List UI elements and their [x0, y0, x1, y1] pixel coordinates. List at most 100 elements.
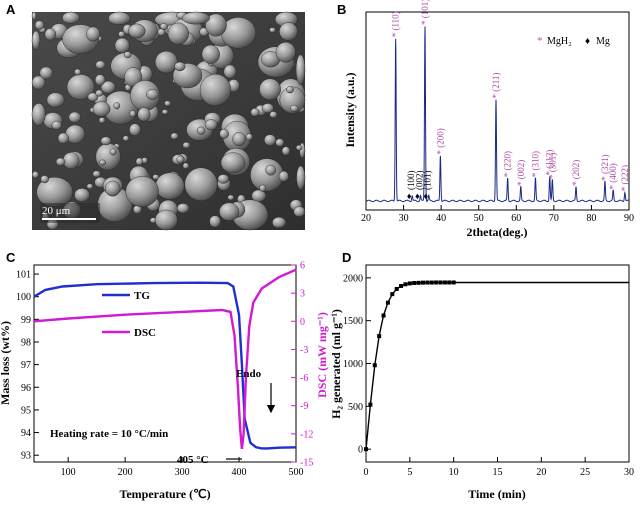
sem-particle [92, 101, 111, 117]
sem-particle [39, 66, 53, 80]
h2-x-tick-label: 15 [493, 467, 503, 478]
sem-particle [98, 117, 106, 124]
sem-particle [269, 111, 278, 119]
tg-dsc-x-tick-label: 300 [175, 467, 190, 478]
sem-particle [85, 26, 101, 42]
sem-particle [281, 146, 291, 156]
sem-particle [125, 176, 159, 207]
h2-data-point [364, 447, 368, 452]
endo-annotation: Endo [236, 368, 262, 380]
xrd-peak-label: * (101) [420, 0, 430, 25]
tg-y-axis-label: Mass loss (wt%) [0, 321, 12, 405]
sem-particle [95, 89, 104, 97]
xrd-peak-label: * (002) [516, 160, 526, 186]
sem-particle [201, 44, 220, 64]
sem-particle [154, 209, 178, 231]
xrd-peak-label: * (211) [491, 73, 501, 99]
tg-y-tick-label: 94 [21, 428, 31, 439]
h2-y-tick-label: 2000 [343, 273, 363, 284]
sem-particle [137, 107, 151, 122]
h2-data-point [399, 283, 404, 288]
sem-particle [31, 75, 46, 90]
sem-particle [123, 51, 132, 59]
tg-dsc-chart: 100 200 300 400 500 93 94 95 96 97 98 99 100 101 6 3 0 -3… [0, 261, 329, 502]
dsc-y-tick-label: -9 [300, 401, 308, 412]
sem-particle [170, 132, 179, 140]
dsc-y-tick-label: 3 [300, 289, 305, 300]
xrd-x-tick-label: 20 [361, 213, 371, 224]
panel-letter-b: B [337, 2, 346, 17]
panel-letter-c: C [6, 250, 16, 265]
sem-particle [46, 92, 65, 108]
h2-y-tick-label: 1500 [343, 316, 363, 327]
sem-particle [205, 13, 227, 37]
xrd-peak-label: * (321) [600, 155, 610, 181]
dsc-y-tick-label: 0 [300, 317, 305, 328]
h2-x-axis-label: Time (min) [468, 487, 525, 501]
sem-particle [199, 73, 232, 106]
xrd-chart: 20 30 40 50 60 70 80 90 * (110) * (101) * (200) * … [343, 0, 634, 239]
sem-particle [232, 132, 246, 147]
sem-particle [259, 184, 267, 192]
h2-data-point [429, 280, 434, 285]
h2-ticks: 0 5 10 15 20 25 30 0 500 1000 1500 2000 [343, 273, 634, 478]
h2-data-point [412, 280, 417, 285]
sem-particle [182, 11, 210, 25]
sem-particle [62, 152, 80, 170]
dsc-y-tick-label: -15 [300, 458, 313, 469]
tg-dsc-ticks: 100 200 300 400 500 93 94 95 96 97 98 99 100 101 6 3 0 -3… [16, 261, 313, 479]
legend-mg-label: Mg [596, 36, 610, 47]
h2-y-tick-label: 1000 [343, 359, 363, 370]
xrd-x-tick-label: 60 [511, 213, 521, 224]
tg-series-line [33, 281, 297, 450]
scale-bar-label: 20 μm [42, 205, 71, 217]
sem-particle [129, 123, 141, 136]
h2-data-point [438, 280, 443, 285]
sem-particle [128, 23, 146, 39]
sem-particle [159, 23, 168, 30]
sem-particle [261, 103, 274, 114]
sem-particle [272, 216, 286, 229]
sem-particle [176, 155, 185, 164]
xrd-peak-label: * (110) [391, 11, 401, 37]
sem-particle [95, 60, 106, 70]
sem-particle [31, 11, 37, 21]
legend-mg-marker: ♦ [585, 36, 590, 47]
sem-particle [129, 110, 136, 118]
dsc-y-axis-label: DSC (mW mg⁻¹) [315, 312, 329, 398]
xrd-legend: * MgH₂ ♦ Mg [537, 35, 610, 47]
sem-particle [264, 134, 277, 146]
sem-particle [31, 103, 46, 126]
sem-particle [74, 68, 82, 76]
sem-particle [62, 11, 80, 24]
tg-y-tick-label: 93 [21, 451, 31, 462]
sem-particle [161, 109, 169, 115]
sem-particle [87, 92, 99, 102]
mg-peak-marker: ♦ [415, 191, 420, 201]
sem-particle [40, 175, 49, 184]
h2-data-point [425, 280, 430, 285]
sem-particle [109, 148, 117, 156]
h2-y-tick-label: 0 [358, 445, 363, 456]
sem-particle [217, 174, 230, 184]
sem-particle [31, 30, 41, 50]
tg-dsc-x-tick-label: 500 [289, 467, 304, 478]
h2-plot-frame [365, 264, 630, 463]
xrd-x-tick-label: 30 [399, 213, 409, 224]
sem-particle [100, 136, 112, 146]
sem-particle [278, 170, 289, 182]
mg-peak-marker: ♦ [423, 191, 428, 201]
sem-particle [220, 152, 246, 174]
sem-particle [57, 132, 69, 144]
xrd-x-tick-label: 40 [436, 213, 446, 224]
sem-particle [182, 141, 191, 149]
h2-data-point [407, 281, 412, 286]
sem-particle [164, 100, 171, 107]
tg-dsc-legend: TG DSC [102, 290, 156, 339]
xrd-x-axis-label: 2theta(deg.) [467, 225, 528, 239]
sem-particle [259, 78, 281, 101]
sem-particle [275, 138, 285, 147]
sem-particle [32, 171, 39, 179]
h2-data-point [420, 280, 425, 285]
tg-dsc-x-tick-label: 200 [118, 467, 133, 478]
